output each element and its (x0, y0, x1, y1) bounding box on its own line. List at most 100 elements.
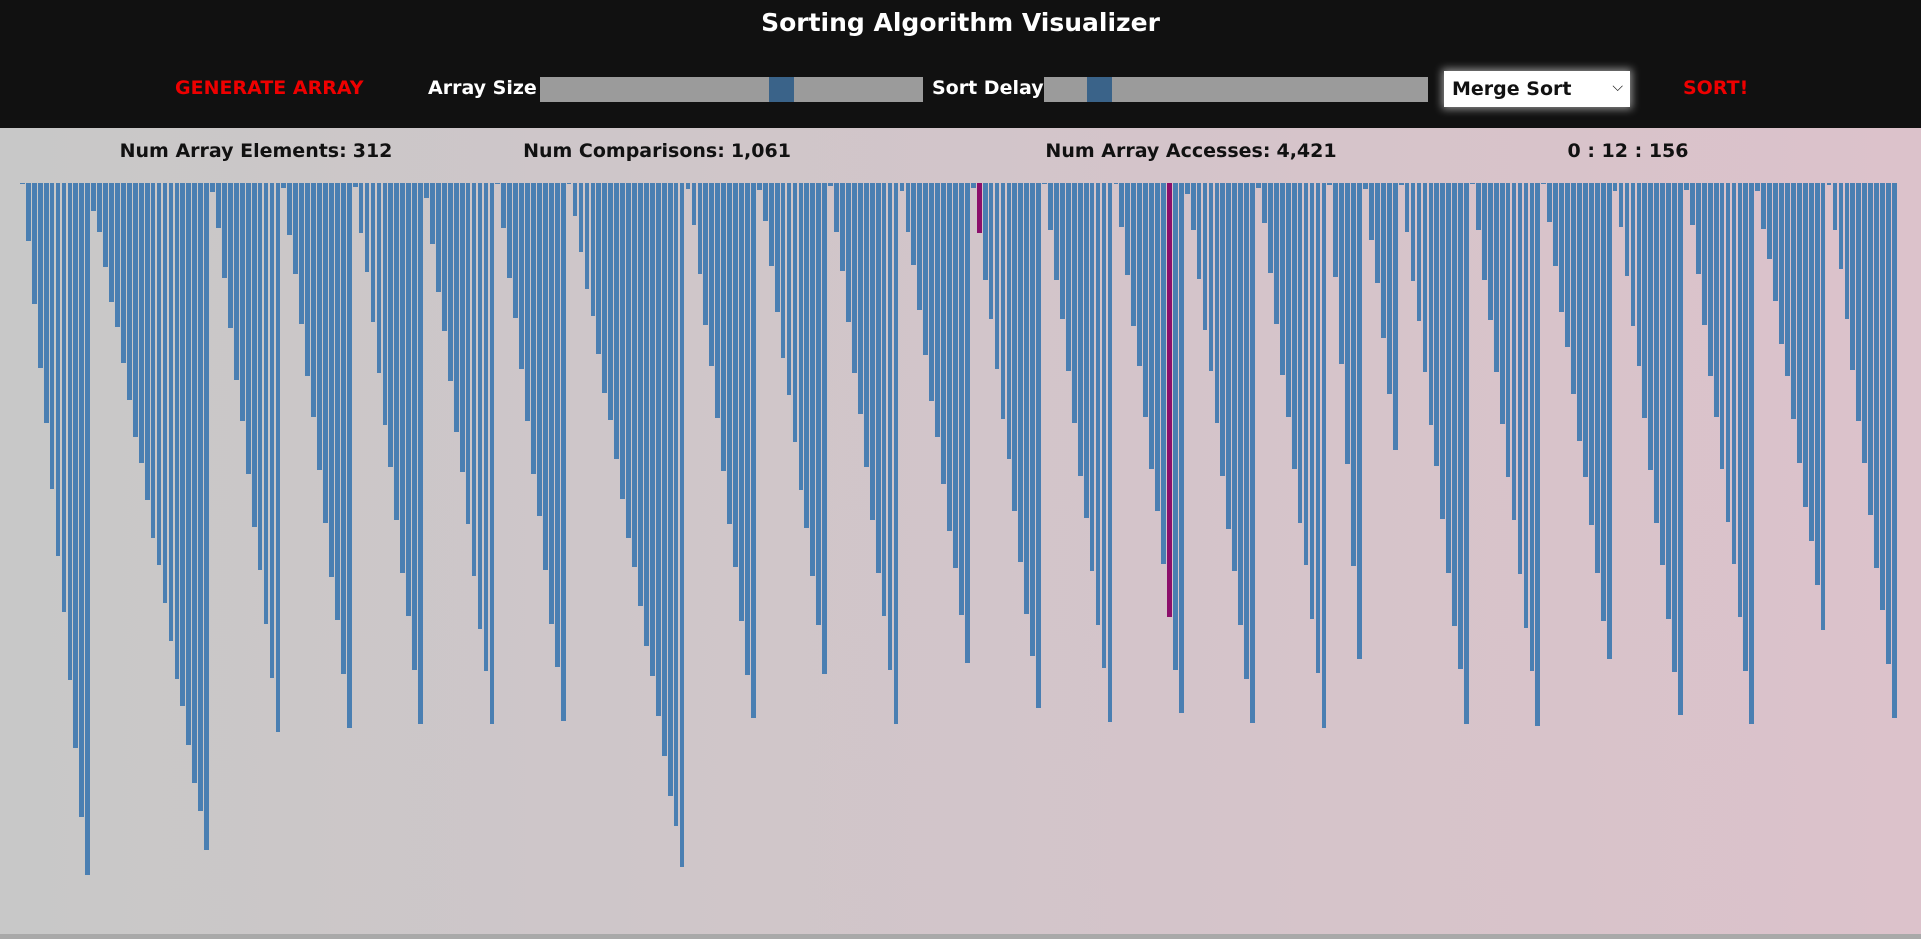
array-bar (323, 183, 328, 523)
array-bar (1808, 183, 1814, 541)
array-bar (1184, 183, 1190, 194)
array-bar (584, 183, 590, 289)
array-bar (1095, 183, 1101, 625)
array-size-label: Array Size (428, 77, 537, 99)
array-bar (257, 183, 263, 570)
array-bar (834, 183, 839, 232)
array-bar (715, 183, 721, 418)
array-size-slider-thumb[interactable] (769, 77, 794, 102)
array-bar (1470, 183, 1475, 184)
array-bar (1297, 183, 1303, 523)
array-bar (1398, 183, 1404, 185)
array-bar (1172, 183, 1178, 670)
array-bar (1178, 183, 1184, 713)
array-bar (1880, 183, 1885, 610)
array-bar (1511, 183, 1517, 520)
array-bar (1357, 183, 1362, 659)
array-bar (1321, 183, 1327, 728)
array-bar (198, 183, 204, 811)
array-bar (822, 183, 828, 674)
array-bar (667, 183, 673, 796)
array-bar (1559, 183, 1564, 312)
array-bar (1761, 183, 1767, 229)
array-bar (1101, 183, 1107, 668)
array-bar (1642, 183, 1648, 418)
array-bar (1826, 183, 1832, 185)
array-size-slider[interactable] (540, 77, 923, 102)
array-bar (1036, 183, 1041, 708)
array-bar (554, 183, 560, 667)
array-bar (1606, 183, 1612, 659)
array-bar (1689, 183, 1695, 225)
array-bar (447, 183, 453, 381)
array-bar (346, 183, 352, 728)
array-bar (1499, 183, 1505, 424)
array-bar (239, 183, 245, 421)
array-bar (798, 183, 804, 490)
array-bar (275, 183, 281, 732)
array-bar (727, 183, 732, 524)
array-bar (923, 183, 929, 355)
array-bar (441, 183, 447, 331)
array-bar (1838, 183, 1844, 269)
array-bar (1862, 183, 1868, 463)
array-bar (1392, 183, 1398, 450)
array-bar (1529, 183, 1535, 671)
array-bar (1571, 183, 1576, 394)
array-bar (1476, 183, 1481, 230)
array-bar (1588, 183, 1594, 525)
array-bar (150, 183, 156, 538)
array-bar (477, 183, 483, 629)
array-bar (560, 183, 566, 721)
array-bar (269, 183, 275, 678)
sort-delay-slider[interactable] (1044, 77, 1428, 102)
array-bar (1410, 183, 1416, 281)
array-bar (1131, 183, 1137, 326)
array-bar (228, 183, 233, 328)
array-bar (679, 183, 685, 867)
array-bar (1487, 183, 1493, 320)
array-bar (673, 183, 679, 826)
array-bar (1577, 183, 1582, 441)
sort-button[interactable]: SORT! (1683, 77, 1749, 99)
array-bars (0, 128, 1921, 939)
array-bar (1107, 183, 1113, 722)
array-bar (620, 183, 625, 499)
array-bar (1273, 183, 1279, 324)
array-bar (370, 183, 376, 322)
array-bar (91, 183, 97, 211)
stat-array-elements: Num Array Elements: 312 (120, 140, 393, 162)
array-bar (1143, 183, 1148, 417)
array-bar (1505, 183, 1511, 477)
array-bar (1291, 183, 1297, 469)
array-bar (964, 183, 970, 663)
array-bar (20, 183, 25, 184)
stat-array-accesses-value: 4,421 (1276, 140, 1337, 162)
array-bar (1149, 183, 1154, 469)
array-bar (881, 183, 887, 616)
sort-delay-slider-thumb[interactable] (1087, 77, 1112, 102)
array-bar (1892, 183, 1897, 718)
array-bar (1380, 183, 1386, 338)
generate-array-button[interactable]: GENERATE ARRAY (175, 77, 364, 99)
array-bar (566, 183, 572, 184)
array-bar (572, 183, 578, 216)
array-bar (852, 183, 857, 373)
array-bar (1345, 183, 1351, 464)
array-bar (935, 183, 940, 437)
array-bar (115, 183, 120, 327)
array-bar (436, 183, 441, 292)
array-bar (1303, 183, 1309, 565)
array-bar (49, 183, 55, 489)
array-bar (1553, 183, 1559, 266)
array-bar (293, 183, 299, 274)
array-bar (691, 183, 697, 225)
algorithm-select[interactable]: Merge Sort ⌵ (1444, 71, 1630, 107)
array-bar (1856, 183, 1862, 421)
array-bar (709, 183, 715, 366)
array-bar (685, 183, 691, 189)
array-bar (192, 183, 198, 783)
array-bar (1339, 183, 1345, 364)
array-bar (846, 183, 851, 322)
array-bar (329, 183, 334, 577)
